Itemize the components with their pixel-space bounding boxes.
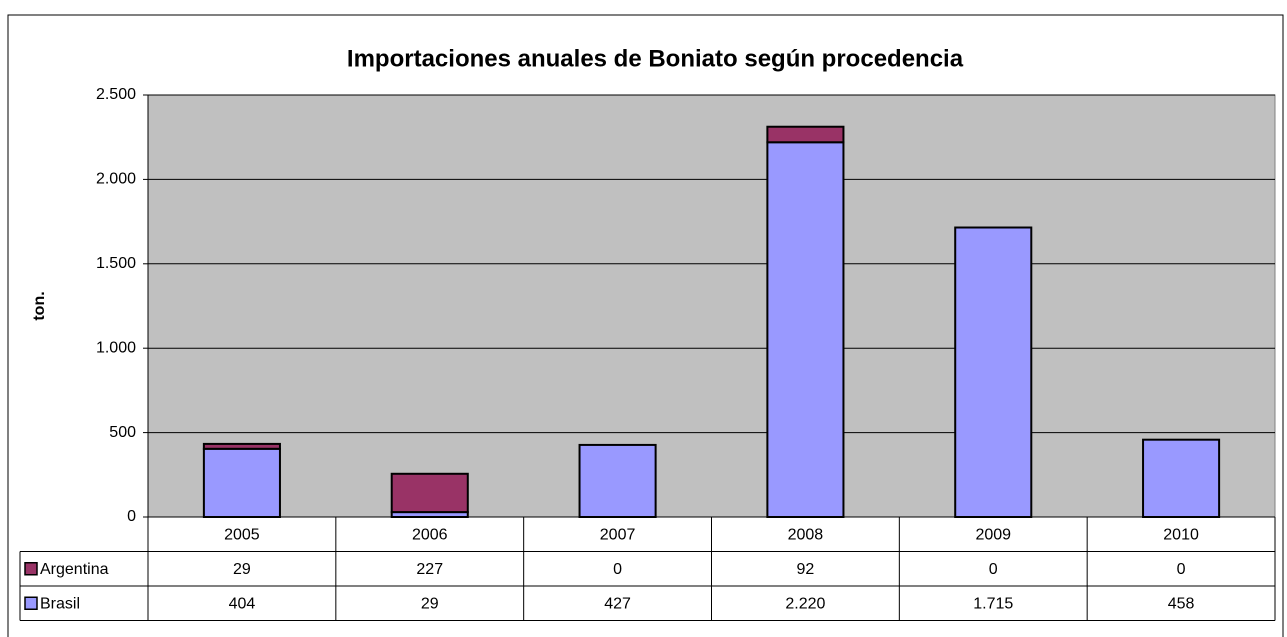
table-value: 458: [1168, 595, 1195, 612]
bar: [390, 472, 469, 514]
legend-label: Brasil: [40, 595, 80, 612]
table-value: 0: [613, 561, 622, 578]
table-value: 29: [233, 561, 251, 578]
y-tick-label: 1.500: [96, 255, 136, 272]
table-value: 29: [421, 595, 439, 612]
plot-area: [147, 94, 1276, 518]
x-tick-label: 2007: [600, 526, 636, 543]
y-tick-label: 2.000: [96, 171, 136, 188]
table-value: 0: [1177, 561, 1186, 578]
chart-title: Importaciones anuales de Boniato según p…: [347, 45, 964, 72]
table-value: 92: [797, 561, 815, 578]
y-tick-label: 1.000: [96, 339, 136, 356]
table-value: 1.715: [973, 595, 1013, 612]
bar: [202, 447, 281, 519]
x-tick-label: 2006: [412, 526, 448, 543]
table-value: 227: [416, 561, 443, 578]
table-value: 404: [229, 595, 256, 612]
legend-key: [24, 596, 38, 610]
bar: [578, 443, 657, 518]
bar: [954, 226, 1033, 518]
bar: [202, 442, 281, 450]
y-axis-label: ton.: [31, 291, 48, 320]
table-value: 427: [604, 595, 631, 612]
table-value: 0: [989, 561, 998, 578]
legend-key: [24, 562, 38, 576]
table-value: 2.220: [785, 595, 825, 612]
bar: [1142, 438, 1221, 519]
bar: [766, 141, 845, 518]
y-tick-label: 0: [127, 508, 136, 525]
x-tick-label: 2010: [1163, 526, 1199, 543]
x-tick-label: 2005: [224, 526, 260, 543]
x-tick-label: 2008: [788, 526, 824, 543]
y-tick-label: 500: [109, 424, 136, 441]
x-tick-label: 2009: [975, 526, 1011, 543]
bar: [766, 125, 845, 144]
legend-label: Argentina: [40, 561, 109, 578]
y-tick-label: 2.500: [96, 86, 136, 103]
